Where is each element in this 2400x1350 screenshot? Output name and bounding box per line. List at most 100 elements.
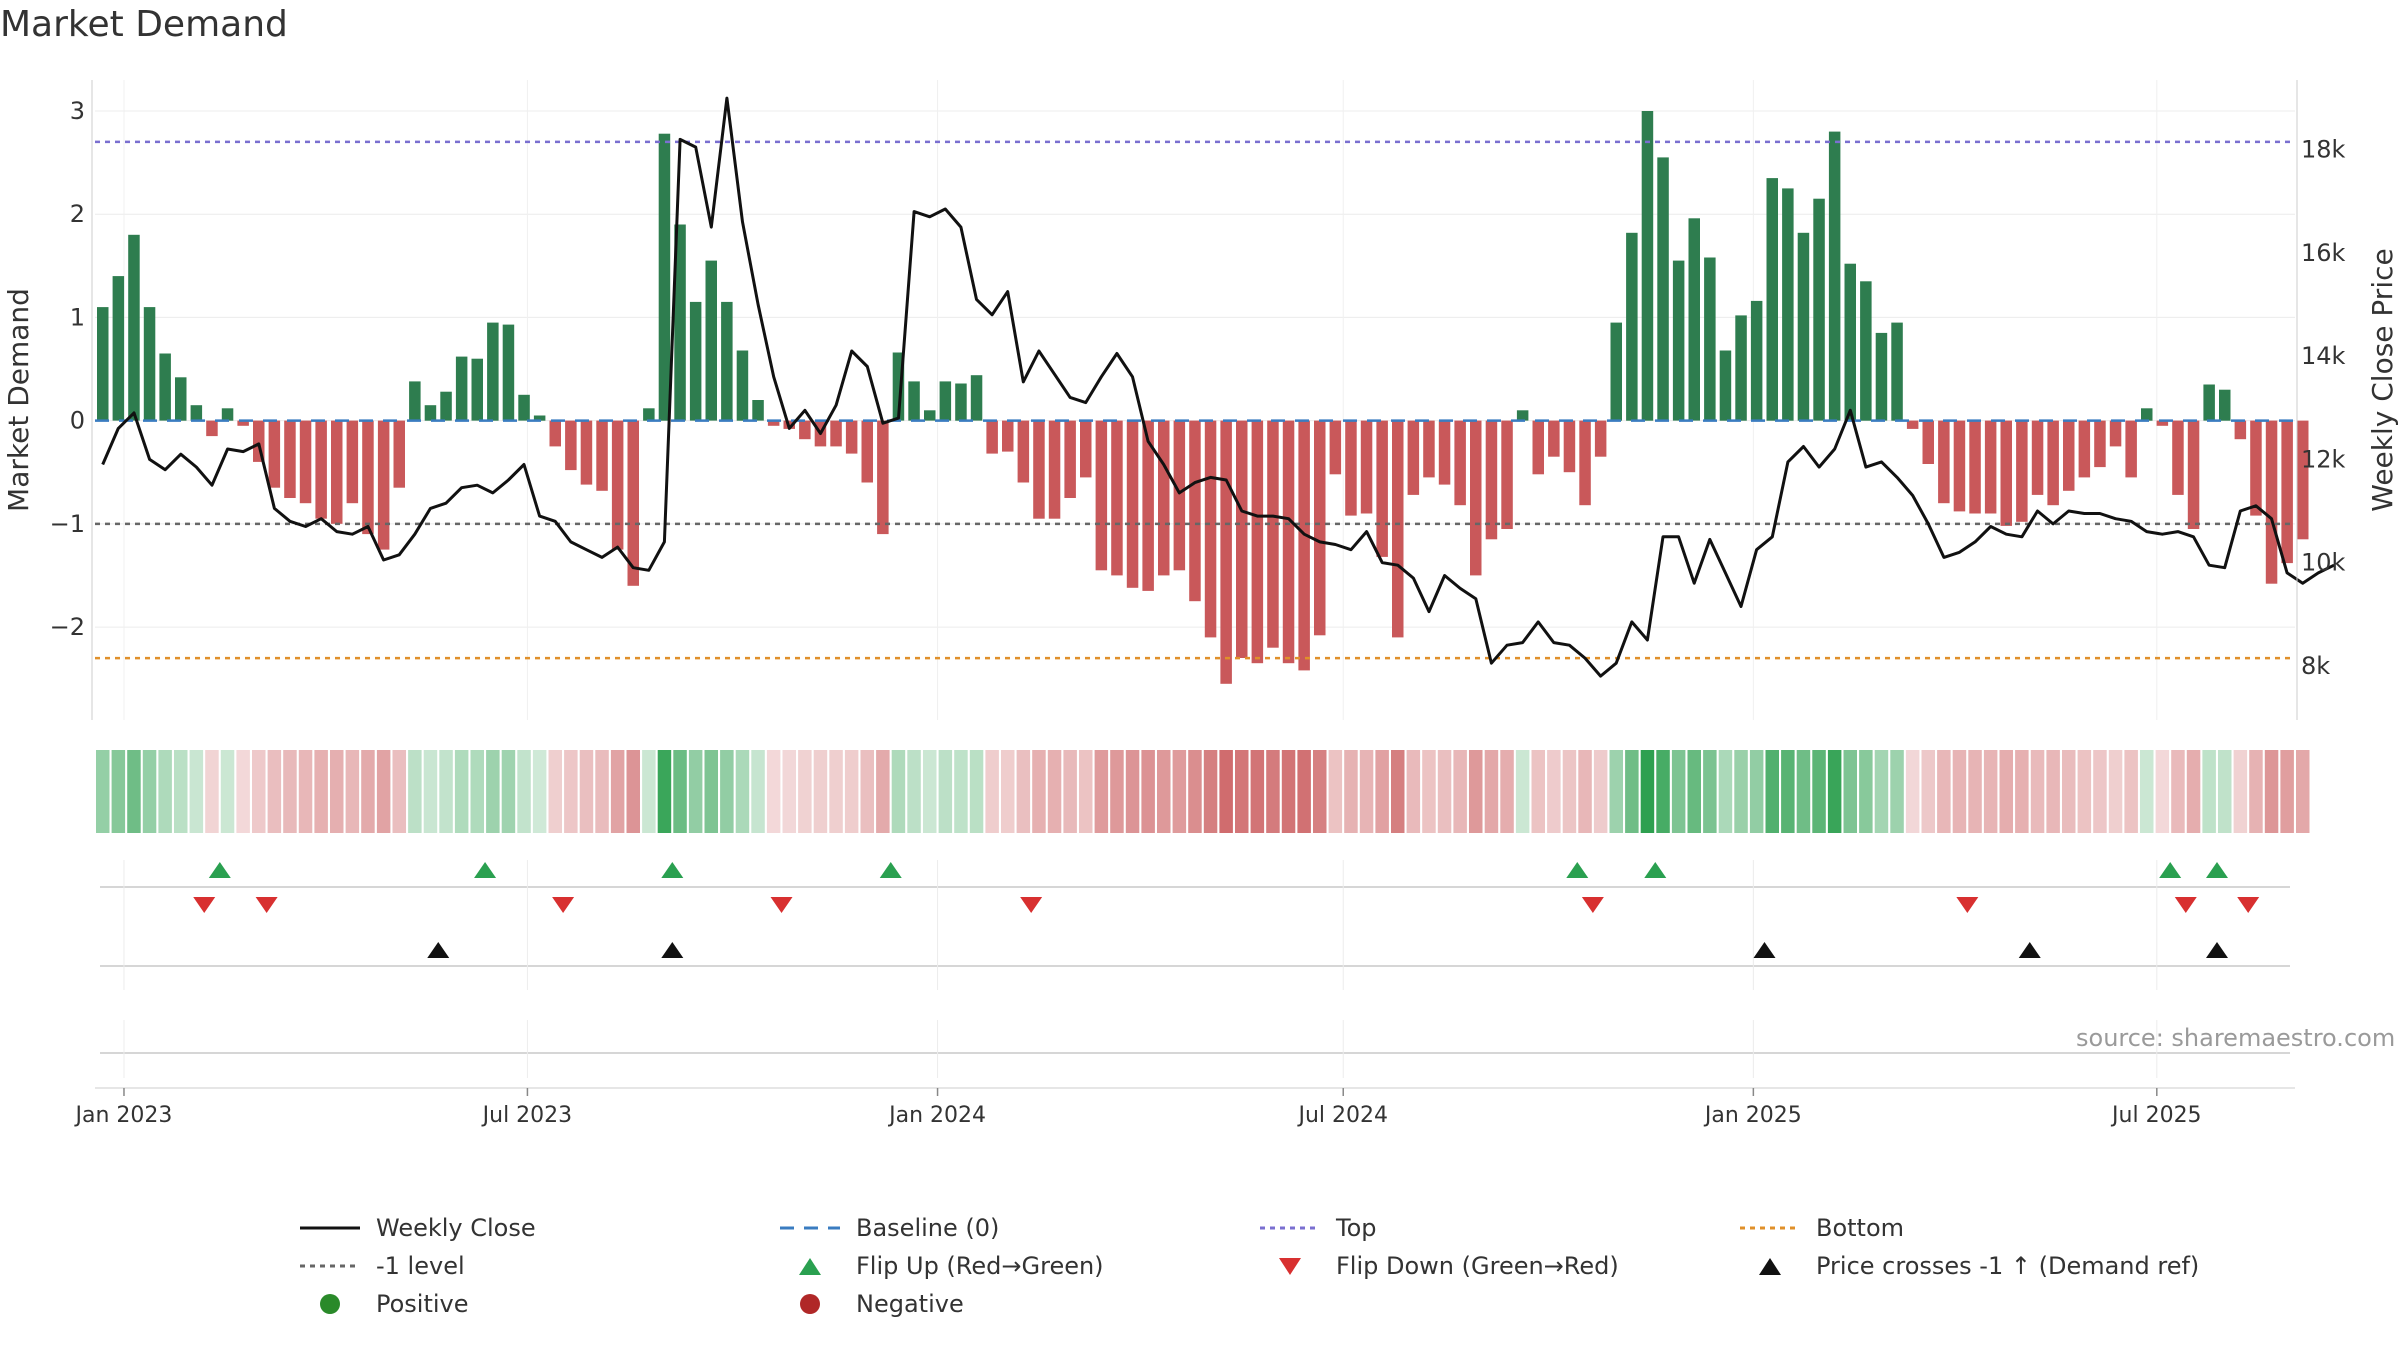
legend-item: Flip Up (Red→Green) <box>780 1248 1104 1284</box>
heat-cell-negative <box>1406 750 1421 833</box>
demand-bar-negative <box>611 420 624 550</box>
heat-cell-positive <box>454 750 469 833</box>
heat-cell-negative <box>252 750 266 833</box>
demand-bar-negative <box>362 420 374 535</box>
demand-bar-negative <box>1002 420 1014 452</box>
demand-bar-negative <box>1017 420 1030 483</box>
demand-bar-negative <box>2125 420 2137 478</box>
demand-bar-negative <box>1173 420 1186 571</box>
heat-cell-positive <box>735 750 750 833</box>
x-tick-label: Jul 2024 <box>1296 1103 1388 1128</box>
heat-cell-negative <box>1032 750 1046 833</box>
heat-cell-negative <box>2108 750 2123 833</box>
demand-bar-positive <box>1657 157 1669 421</box>
heat-cell-positive <box>1781 750 1795 833</box>
heat-cell-negative <box>1593 750 1608 833</box>
demand-bar-negative <box>299 420 312 504</box>
heat-cell-negative <box>1328 750 1343 833</box>
heat-cell-negative <box>1235 750 1249 833</box>
heat-cell-positive <box>704 750 718 833</box>
demand-bar-negative <box>284 420 296 498</box>
heat-cell-positive <box>408 750 422 833</box>
heat-cell-positive <box>470 750 484 833</box>
heat-cell-negative <box>361 750 375 833</box>
flip-up-marker <box>2159 862 2182 878</box>
heat-cell-positive <box>1656 750 1670 833</box>
demand-bar-positive <box>689 301 702 421</box>
legend-label: Baseline (0) <box>856 1214 1000 1242</box>
legend-swatch <box>1279 1258 1301 1275</box>
demand-bar-positive <box>1782 188 1794 421</box>
heat-cell-positive <box>486 750 500 833</box>
demand-bar-negative <box>2000 420 2012 526</box>
x-tick-label: Jan 2025 <box>1703 1103 1802 1128</box>
heat-cell-negative <box>1157 750 1171 833</box>
price-cross-marker <box>427 942 450 958</box>
demand-bar-negative <box>1314 420 1326 636</box>
demand-heat-strip <box>96 750 2310 833</box>
heat-cell-positive <box>127 750 141 833</box>
heat-cell-positive <box>688 750 703 833</box>
heat-cell-positive <box>1640 750 1655 833</box>
legend-label: Flip Down (Green→Red) <box>1336 1252 1619 1280</box>
x-tick-label: Jul 2025 <box>2110 1103 2202 1128</box>
legend-label: Flip Up (Red→Green) <box>856 1252 1104 1280</box>
heat-cell-positive <box>1718 750 1733 833</box>
heat-cell-positive <box>1765 750 1779 833</box>
x-tick-label: Jul 2023 <box>481 1103 573 1128</box>
heat-cell-negative <box>1391 750 1405 833</box>
demand-bar-positive <box>1735 315 1747 421</box>
legend-swatch <box>300 1264 360 1268</box>
heat-cell-negative <box>626 750 640 833</box>
heat-cell-positive <box>158 750 172 833</box>
flip-down-marker <box>1956 897 1979 913</box>
heat-cell-negative <box>1063 750 1077 833</box>
demand-bar-negative <box>2187 420 2200 529</box>
demand-bar-negative <box>1438 420 1451 485</box>
demand-bar-positive <box>892 352 905 421</box>
y-axis-label: Market Demand <box>2 288 35 512</box>
heat-cell-negative <box>1016 750 1031 833</box>
heat-cell-negative <box>1999 750 2013 833</box>
heat-cell-negative <box>1937 750 1951 833</box>
demand-bar-positive <box>1672 260 1685 421</box>
x-tick-label: Jan 2024 <box>887 1103 986 1128</box>
heat-cell-negative <box>829 750 843 833</box>
heat-cell-negative <box>1250 750 1265 833</box>
price-cross-marker <box>661 942 684 958</box>
demand-bar-negative <box>1220 420 1232 684</box>
heat-cell-negative <box>236 750 250 833</box>
demand-bar-negative <box>2016 420 2028 522</box>
heat-cell-positive <box>1749 750 1764 833</box>
heat-cell-positive <box>1515 750 1530 833</box>
y-tick-label: 1 <box>70 303 85 331</box>
demand-bar-negative <box>1251 420 1264 664</box>
demand-bar-negative <box>2078 420 2091 478</box>
heat-cell-negative <box>798 750 812 833</box>
demand-bar-negative <box>1938 420 1950 504</box>
demand-bar-positive <box>440 391 452 421</box>
heat-cell-negative <box>595 750 609 833</box>
demand-bar-negative <box>549 420 561 447</box>
heat-cell-negative <box>1968 750 1982 833</box>
demand-bar-positive <box>1891 322 1903 421</box>
heat-cell-positive <box>1703 750 1717 833</box>
demand-bar-negative <box>253 420 265 462</box>
legend-swatch <box>780 1226 840 1230</box>
demand-bar-negative <box>2172 420 2184 495</box>
demand-bar-negative <box>2281 420 2293 564</box>
demand-bar-negative <box>1236 420 1248 658</box>
demand-bar-positive <box>175 377 187 421</box>
heat-cell-negative <box>1344 750 1358 833</box>
flip-down-marker <box>770 897 793 913</box>
flip-down-marker <box>2237 897 2260 913</box>
legend-item: Weekly Close <box>300 1210 536 1246</box>
heat-cell-negative <box>1313 750 1327 833</box>
demand-bar-negative <box>565 420 577 471</box>
demand-bar-negative <box>1360 420 1373 514</box>
legend-swatch <box>799 1258 821 1275</box>
heat-cell-positive <box>174 750 188 833</box>
event-panels <box>100 860 2290 1078</box>
heat-cell-negative <box>376 750 391 833</box>
